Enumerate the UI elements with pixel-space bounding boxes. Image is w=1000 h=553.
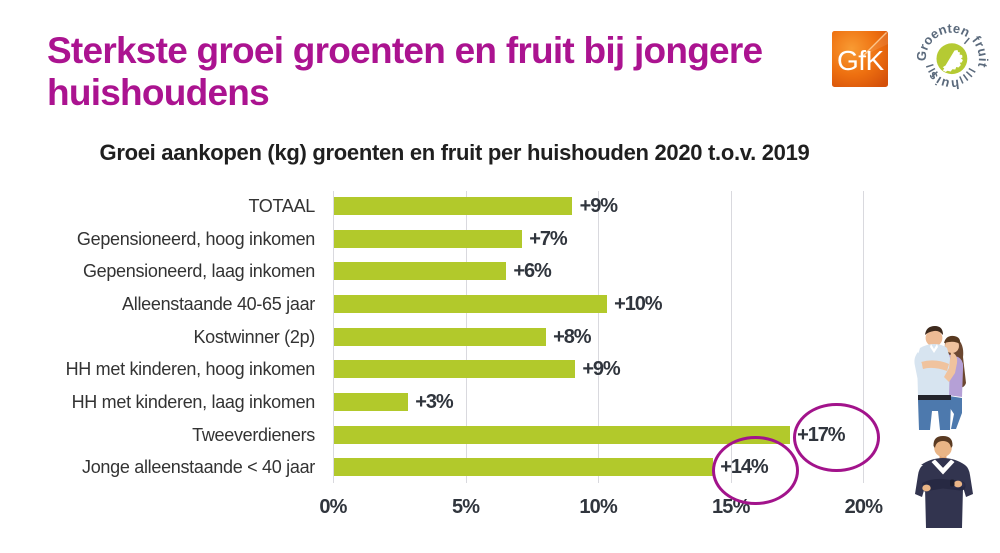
gfk-logo: GfK: [832, 31, 888, 87]
category-label: Alleenstaande 40-65 jaar: [122, 294, 315, 315]
category-label: Jonge alleenstaande < 40 jaar: [82, 457, 315, 478]
gfh-logo-word-right: fruit: [969, 33, 991, 70]
bar-HH met kinderen, hoog inkomen: [333, 360, 575, 379]
value-label: +7%: [529, 227, 567, 250]
gridline-20%: [863, 190, 865, 483]
slide-title-line2: huishoudens: [47, 72, 270, 113]
highlight-ellipse: [793, 403, 881, 473]
category-label: Tweeverdieners: [192, 424, 315, 445]
bar-Gepensioneerd, laag inkomen: [333, 262, 506, 281]
x-axis-tick-label: 0%: [319, 496, 347, 518]
bar-Gepensioneerd, hoog inkomen: [333, 229, 522, 248]
gfh-logo-rays: [925, 37, 976, 84]
value-label: +8%: [553, 325, 591, 348]
gfk-logo-text: GfK: [837, 45, 885, 76]
value-label: +9%: [579, 195, 618, 217]
category-label: Gepensioneerd, laag inkomen: [82, 261, 315, 282]
category-label: HH met kinderen, laag inkomen: [71, 392, 316, 413]
gfh-logo-map: [942, 50, 963, 72]
gridline-10%: [598, 190, 600, 483]
bar-Jonge alleenstaande < 40 jaar: [333, 458, 713, 477]
slide-title-line1: Sterkste groei groenten en fruit bij jon…: [47, 30, 763, 71]
chart-title: Groei aankopen (kg) groenten en fruit pe…: [99, 140, 810, 165]
bar-Kostwinner (2p): [333, 327, 546, 346]
gfk-logo-shine: [861, 32, 887, 58]
category-label: Gepensioneerd, hoog inkomen: [76, 228, 315, 249]
value-label: +10%: [614, 293, 662, 316]
bar-Alleenstaande 40-65 jaar: [333, 295, 607, 314]
couple-photo-man: [914, 326, 958, 430]
man-photo: [915, 436, 973, 528]
couple-photo: [914, 326, 966, 430]
slide-title: Sterkste groei groenten en fruit bij jon…: [47, 30, 867, 114]
value-label: +3%: [415, 391, 453, 414]
x-axis-tick-label: 10%: [579, 496, 617, 518]
x-axis-tick-label: 5%: [451, 496, 480, 518]
category-label: HH met kinderen, hoog inkomen: [65, 359, 316, 380]
x-axis-tick-label: 20%: [844, 496, 883, 518]
bar-HH met kinderen, laag inkomen: [333, 393, 408, 412]
bar-TOTAAL: [333, 197, 573, 215]
category-label: TOTAAL: [248, 196, 315, 216]
value-label: +6%: [513, 260, 551, 283]
value-label: +9%: [582, 358, 620, 381]
category-label: Kostwinner (2p): [193, 326, 315, 347]
gridline-15%: [730, 190, 732, 483]
highlight-ellipse: [712, 435, 800, 506]
man-photo-figure: [915, 436, 973, 528]
groentenfruithuis-logo: Groenten fruit huis: [914, 21, 991, 93]
bar-Tweeverdieners: [333, 425, 790, 444]
